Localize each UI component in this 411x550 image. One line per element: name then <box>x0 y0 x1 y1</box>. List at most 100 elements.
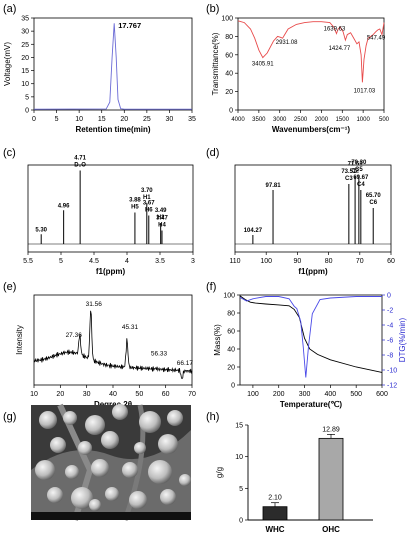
peak-shift-label: 4.96 <box>58 203 70 209</box>
panel-a: 0 5 10 15 20 25 30 35 Retention time(min) 0 5 10 15 2… <box>3 16 196 135</box>
y-tick-label: 15 <box>21 68 29 75</box>
x-tick-label: 5.5 <box>23 258 33 265</box>
x-axis-label: f1(ppm) <box>96 267 126 276</box>
x-tick-label: 4.5 <box>89 258 99 265</box>
panel-f: 100 200 300 400 500 600 Temperature(℃) 0 20 40 60 8… <box>213 293 407 410</box>
sem-particle <box>148 460 172 484</box>
x-tick-label: 1000 <box>356 117 370 123</box>
peak-shift-label: 4.71 <box>74 156 86 162</box>
x-tick-label: 500 <box>379 117 390 123</box>
y-tick-label: 20 <box>227 365 235 372</box>
sem-particle <box>129 491 147 509</box>
y-tick-label: 80 <box>227 311 235 318</box>
x-tick-label: 5 <box>55 116 59 123</box>
x-tick-label: 1500 <box>336 117 350 123</box>
peak-label: 56.33 <box>151 351 168 358</box>
x-tick-label: 60 <box>387 258 395 265</box>
sem-particle <box>167 410 183 426</box>
y-tick-label: -6 <box>387 338 393 345</box>
x-tick-label: 200 <box>273 391 285 398</box>
x-tick-label: 20 <box>120 116 128 123</box>
y-axis-label: Transmittance(%) <box>211 32 220 95</box>
x-tick-label: 500 <box>350 391 362 398</box>
plot-frame-f <box>239 294 383 386</box>
x-tick-label: 40 <box>109 391 117 398</box>
sem-particle <box>65 465 79 479</box>
peak-assignment-label: H6 <box>145 208 153 214</box>
plot-frame-b <box>237 17 385 111</box>
x-tick-label: 15 <box>98 116 106 123</box>
y-axis-label: Mass(%) <box>213 324 222 356</box>
peak-assignment-label: C2 <box>351 169 359 175</box>
y-axis-label: Voltage(mV) <box>3 42 12 86</box>
peak-assignment-label: C6 <box>369 200 377 206</box>
peak-label: 17.767 <box>118 21 141 30</box>
y-tick-label: 35 <box>21 16 29 23</box>
peak-shift-label: 104.27 <box>244 228 263 234</box>
sem-particle <box>101 431 119 449</box>
sem-particle <box>139 411 161 433</box>
peak-assignment-label: C5 <box>355 167 363 173</box>
peak-annotation: 547.49 <box>367 36 386 42</box>
y-tick-label: 100 <box>221 16 233 23</box>
y-tick-label: 15 <box>235 423 243 430</box>
plot-frame-a <box>33 17 193 111</box>
peak-shift-label: 5.30 <box>35 227 47 233</box>
x-axis-label: f1(ppm) <box>298 267 328 276</box>
x-tick-label: 3.5 <box>155 258 165 265</box>
peak-annotation: 3405.91 <box>252 62 274 68</box>
x-tick-label: 400 <box>325 391 337 398</box>
peak-label: 66.17 <box>177 360 194 367</box>
y-tick-label: -12 <box>387 383 397 390</box>
x-axis-label: Temperature(℃) <box>280 400 343 409</box>
peak-assignment-label: H2 <box>157 215 165 221</box>
peak-assignment-label: H4 <box>158 223 166 229</box>
panel-label-e: (e) <box>3 281 16 293</box>
x-tick-label: 80 <box>325 258 333 265</box>
x-axis-label: Retention time(min) <box>75 125 150 134</box>
peak-assignment-label: C3 <box>345 176 353 182</box>
panel-label-f: (f) <box>206 281 216 293</box>
y-tick-label: 60 <box>227 329 235 336</box>
x-tick-label: 4 <box>125 258 129 265</box>
panel-label-d: (d) <box>206 147 219 159</box>
category-label: WHC <box>265 525 284 534</box>
sem-particle <box>105 487 119 501</box>
y-tick-label: 100 <box>223 293 235 300</box>
peak-label: 27.36 <box>66 332 83 339</box>
x-tick-label: 300 <box>299 391 311 398</box>
peak-shift-label: 3.70 <box>141 188 153 194</box>
y-tick-label: 40 <box>227 347 235 354</box>
panel-label-a: (a) <box>3 3 16 15</box>
y-tick-label: -4 <box>387 323 393 330</box>
sem-particle <box>160 489 176 505</box>
sem-particle <box>85 415 105 435</box>
x-axis-label: Wavenumbers(cm⁻¹) <box>272 125 351 134</box>
bar-value-label: 2.10 <box>268 495 282 502</box>
y-tick-label: 0 <box>25 108 29 115</box>
y-tick-label: 25 <box>21 42 29 49</box>
sem-particle <box>112 404 128 420</box>
sem-particle <box>63 411 77 425</box>
y-axis-label: Intensity <box>15 325 24 355</box>
peak-annotation: 1017.03 <box>354 88 376 94</box>
panel-label-c: (c) <box>3 147 16 159</box>
x-axis-label: Degree 2θ <box>94 400 132 409</box>
x-tick-label: 600 <box>376 391 388 398</box>
y-tick-label: 0 <box>231 383 235 390</box>
bar-ohc <box>318 437 344 521</box>
sem-particle <box>179 474 191 486</box>
sem-particle <box>39 411 57 429</box>
x-tick-label: 10 <box>30 391 38 398</box>
bar-value-label: 12.89 <box>322 426 340 433</box>
peak-shift-label: 71.51 <box>348 162 364 168</box>
bar-whc <box>262 506 288 521</box>
panel-label-h: (h) <box>206 411 219 423</box>
x-tick-label: 110 <box>229 258 240 265</box>
panel-label-b: (b) <box>206 3 219 15</box>
peak-annotation: 2931.08 <box>276 40 298 46</box>
dtg-curve <box>239 296 382 378</box>
peak-assignment-label: H1 <box>143 195 151 201</box>
